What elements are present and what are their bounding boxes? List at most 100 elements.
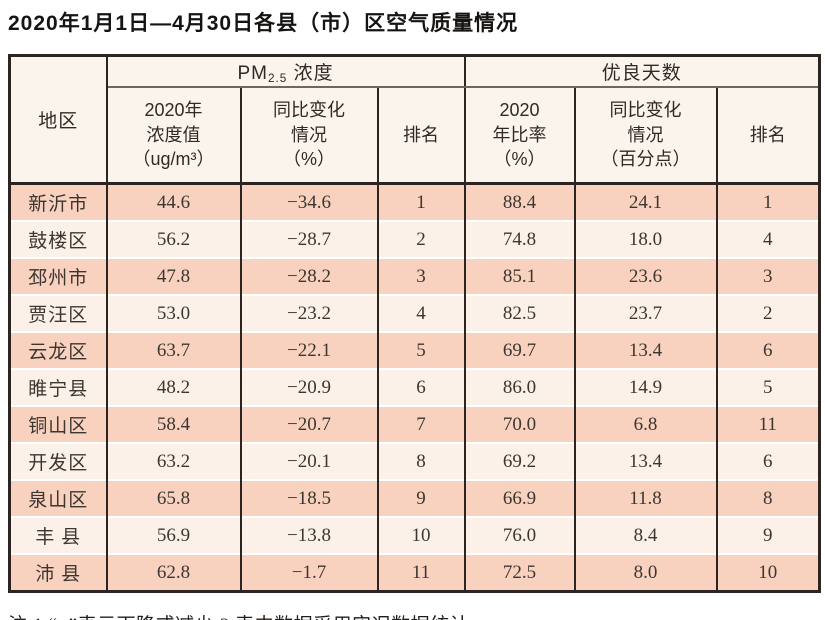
col-header-good-change: 同比变化 情况 （百分点） [573, 87, 718, 185]
table-row: 睢宁县 48.2 −20.9 6 86.0 14.9 5 [8, 368, 821, 406]
pm-change-cell: −13.8 [239, 516, 379, 554]
good-change-cell: 14.9 [573, 368, 718, 406]
air-quality-table: 地区 PM2.5 浓度 优良天数 2020年 浓度值 （ug/m³） 同比变化 … [8, 54, 822, 593]
table-row: 邳州市 47.8 −28.2 3 85.1 23.6 3 [8, 257, 821, 295]
pm-rank-cell: 9 [376, 479, 466, 517]
good-rate-cell: 86.0 [463, 368, 576, 406]
good-rank-cell: 3 [715, 257, 821, 295]
pm-change-cell: −28.2 [239, 257, 379, 295]
good-rank-cell: 8 [715, 479, 821, 517]
pm-change-cell: −20.1 [239, 442, 379, 480]
pm-change-cell: −20.7 [239, 405, 379, 443]
pm-value-cell: 56.9 [105, 516, 242, 554]
good-rate-cell: 69.2 [463, 442, 576, 480]
good-rank-cell: 11 [715, 405, 821, 443]
good-change-cell: 13.4 [573, 331, 718, 369]
table-row: 云龙区 63.7 −22.1 5 69.7 13.4 6 [8, 331, 821, 369]
col-group-good-days: 优良天数 [463, 55, 821, 88]
page-title: 2020年1月1日—4月30日各县（市）区空气质量情况 [8, 12, 519, 35]
pm-rank-cell: 7 [376, 405, 466, 443]
good-change-cell: 23.7 [573, 294, 718, 332]
good-change-cell: 8.0 [573, 553, 718, 592]
pm-rank-cell: 6 [376, 368, 466, 406]
region-cell: 睢宁县 [8, 368, 108, 406]
col-header-pm-value: 2020年 浓度值 （ug/m³） [105, 87, 242, 185]
good-change-cell: 13.4 [573, 442, 718, 480]
good-rate-cell: 82.5 [463, 294, 576, 332]
col-header-good-rate: 2020 年比率 （%） [463, 87, 576, 185]
good-rank-cell: 10 [715, 553, 821, 592]
pm-change-cell: −34.6 [239, 182, 379, 221]
table-row: 丰 县 56.9 −13.8 10 76.0 8.4 9 [8, 516, 821, 554]
pm-change-cell: −22.1 [239, 331, 379, 369]
pm-value-cell: 63.7 [105, 331, 242, 369]
pm-change-cell: −28.7 [239, 220, 379, 258]
col-header-pm-change: 同比变化 情况 （%） [239, 87, 379, 185]
table-row: 开发区 63.2 −20.1 8 69.2 13.4 6 [8, 442, 821, 480]
good-rank-cell: 6 [715, 442, 821, 480]
good-change-cell: 23.6 [573, 257, 718, 295]
col-header-good-rank: 排名 [715, 87, 821, 185]
region-cell: 贾汪区 [8, 294, 108, 332]
good-rank-cell: 4 [715, 220, 821, 258]
pm25-label-prefix: PM [237, 63, 268, 84]
good-rate-cell: 74.8 [463, 220, 576, 258]
pm-change-cell: −1.7 [239, 553, 379, 592]
good-rate-cell: 72.5 [463, 553, 576, 592]
pm-value-cell: 53.0 [105, 294, 242, 332]
region-cell: 云龙区 [8, 331, 108, 369]
sub-header-row: 2020年 浓度值 （ug/m³） 同比变化 情况 （%） 排名 2020 年比… [10, 87, 821, 185]
good-change-cell: 24.1 [573, 182, 718, 221]
region-cell: 沛 县 [8, 553, 108, 592]
region-cell: 泉山区 [8, 479, 108, 517]
pm-value-cell: 47.8 [105, 257, 242, 295]
table-body: 新沂市 44.6 −34.6 1 88.4 24.1 1 鼓楼区 56.2 −2… [8, 182, 821, 592]
pm-value-cell: 62.8 [105, 553, 242, 592]
good-change-cell: 11.8 [573, 479, 718, 517]
region-cell: 丰 县 [8, 516, 108, 554]
pm-change-cell: −18.5 [239, 479, 379, 517]
col-header-pm-rank: 排名 [376, 87, 466, 185]
pm-rank-cell: 3 [376, 257, 466, 295]
pm-value-cell: 58.4 [105, 405, 242, 443]
good-change-cell: 18.0 [573, 220, 718, 258]
pm-rank-cell: 1 [376, 182, 466, 221]
good-rank-cell: 6 [715, 331, 821, 369]
good-change-cell: 8.4 [573, 516, 718, 554]
table-row: 沛 县 62.8 −1.7 11 72.5 8.0 10 [8, 553, 821, 592]
table-row: 贾汪区 53.0 −23.2 4 82.5 23.7 2 [8, 294, 821, 332]
pm-rank-cell: 11 [376, 553, 466, 592]
footnote: 注:1.“−”表示下降或减少;2.表中数据采用实况数据统计。 [8, 610, 818, 620]
good-change-cell: 6.8 [573, 405, 718, 443]
pm-value-cell: 48.2 [105, 368, 242, 406]
pm-value-cell: 44.6 [105, 182, 242, 221]
table-row: 铜山区 58.4 −20.7 7 70.0 6.8 11 [8, 405, 821, 443]
pm-rank-cell: 2 [376, 220, 466, 258]
table-row: 新沂市 44.6 −34.6 1 88.4 24.1 1 [8, 182, 821, 221]
good-rank-cell: 9 [715, 516, 821, 554]
good-rate-cell: 85.1 [463, 257, 576, 295]
region-cell: 开发区 [8, 442, 108, 480]
col-group-pm25: PM2.5 浓度 [105, 55, 466, 88]
col-header-region: 地区 [8, 55, 108, 185]
pm-rank-cell: 5 [376, 331, 466, 369]
good-rate-cell: 70.0 [463, 405, 576, 443]
pm25-label-suffix: 浓度 [287, 63, 334, 84]
group-header-row: 地区 PM2.5 浓度 优良天数 [8, 55, 821, 185]
pm-change-cell: −20.9 [239, 368, 379, 406]
pm-value-cell: 65.8 [105, 479, 242, 517]
region-cell: 邳州市 [8, 257, 108, 295]
pm-value-cell: 63.2 [105, 442, 242, 480]
good-rate-cell: 69.7 [463, 331, 576, 369]
table-row: 鼓楼区 56.2 −28.7 2 74.8 18.0 4 [8, 220, 821, 258]
good-rate-cell: 88.4 [463, 182, 576, 221]
pm25-label-subscript: 2.5 [267, 71, 288, 85]
region-cell: 铜山区 [8, 405, 108, 443]
region-cell: 新沂市 [8, 182, 108, 221]
pm-rank-cell: 4 [376, 294, 466, 332]
pm-change-cell: −23.2 [239, 294, 379, 332]
good-rate-cell: 76.0 [463, 516, 576, 554]
pm-value-cell: 56.2 [105, 220, 242, 258]
good-rank-cell: 2 [715, 294, 821, 332]
